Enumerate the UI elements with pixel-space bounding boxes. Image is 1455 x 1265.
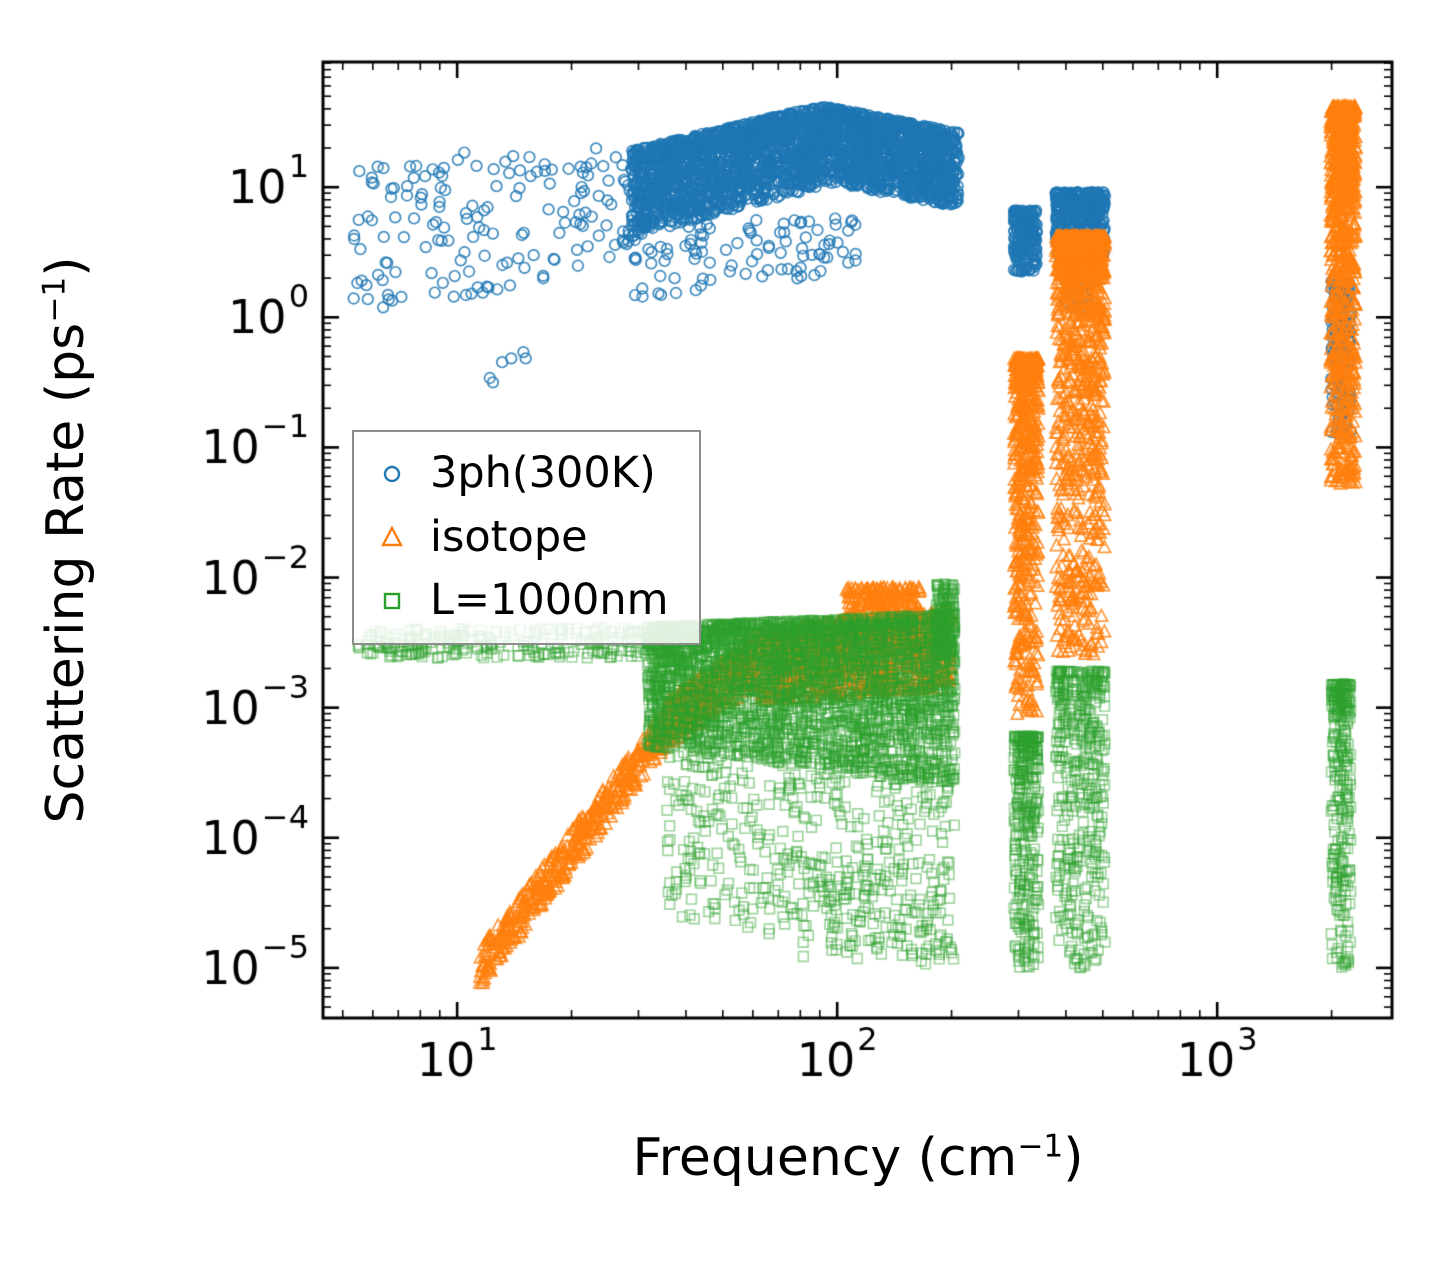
legend-label: 3ph(300K) (430, 448, 656, 498)
triangle-marker-icon (381, 525, 403, 547)
square-marker-icon (383, 592, 401, 610)
legend-label: isotope (430, 511, 588, 562)
legend-label: L=1000nm (430, 575, 669, 626)
x-axis-label: Frequency (cm−1) (632, 1128, 1084, 1188)
legend: 3ph(300K) isotope L=1000nm (352, 430, 701, 645)
y-axis-label: Scattering Rate (ps−1) (36, 256, 96, 824)
legend-entry-isotope: isotope (376, 512, 669, 564)
legend-entry-3ph: 3ph(300K) (376, 448, 669, 500)
legend-entry-boundary: L=1000nm (376, 575, 669, 627)
circle-marker-icon (383, 465, 401, 482)
